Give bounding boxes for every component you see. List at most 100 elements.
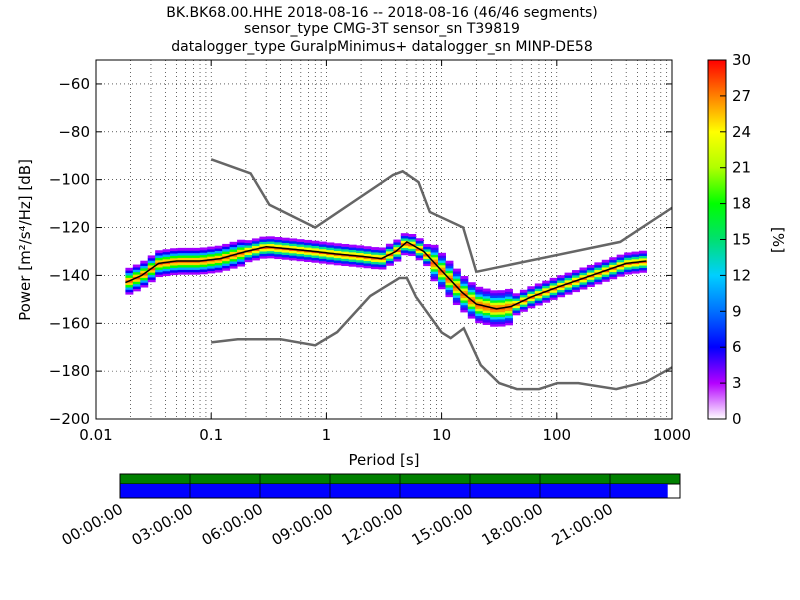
heatmap-cell [237, 263, 246, 267]
availability-bottom-bar [120, 484, 668, 498]
heatmap-cell [452, 278, 461, 282]
heatmap-cell [155, 274, 164, 278]
heatmap-cell [281, 242, 290, 246]
y-tick-label: −160 [49, 314, 90, 332]
heatmap-cell [393, 246, 402, 250]
heatmap-cell [192, 252, 201, 256]
heatmap-cell [519, 296, 528, 300]
heatmap-cell [445, 279, 454, 283]
heatmap-cell [586, 276, 595, 280]
heatmap-cell [452, 297, 461, 301]
heatmap-cell [467, 303, 476, 307]
heatmap-cell [460, 283, 469, 287]
heatmap-cell [363, 265, 372, 269]
heatmap-cell [371, 247, 379, 250]
heatmap-cell [505, 322, 513, 326]
heatmap-cell [147, 262, 156, 266]
heatmap-cell [482, 322, 491, 325]
heatmap-cell [237, 244, 246, 248]
heatmap-cell [631, 258, 640, 262]
heatmap-cell [229, 241, 238, 245]
heatmap-cell [155, 255, 164, 258]
heatmap-cell [460, 297, 469, 301]
x-axis-label: Period [s] [348, 451, 419, 469]
heatmap-cell [423, 258, 432, 262]
heatmap-cell [490, 304, 499, 308]
heatmap-cell [184, 271, 193, 275]
heatmap-cell [244, 240, 253, 244]
heatmap-cell [467, 313, 476, 317]
heatmap-cell [430, 278, 439, 282]
heatmap-cell [333, 260, 342, 263]
heatmap-cell [311, 255, 320, 258]
heatmap-cell [624, 269, 633, 273]
colorbar-tick-label: 12 [732, 266, 751, 284]
heatmap-cell [214, 269, 223, 273]
heatmap-cell [572, 272, 580, 276]
heatmap-cell [274, 251, 283, 255]
heatmap-cell [371, 254, 379, 258]
heatmap-cell [147, 279, 156, 283]
heatmap-cell [467, 294, 476, 298]
heatmap-cell [438, 252, 446, 256]
heatmap-cell [229, 251, 238, 255]
heatmap-cell [147, 276, 156, 280]
heatmap-cell [519, 294, 528, 298]
heatmap-cell [586, 281, 595, 285]
heatmap-cell [333, 255, 342, 259]
heatmap-cell [467, 284, 476, 288]
y-tick-label: −140 [49, 266, 90, 284]
heatmap-cell [363, 260, 372, 264]
heatmap-cell [638, 253, 647, 256]
heatmap-cell [177, 252, 186, 256]
heatmap-cell [222, 260, 231, 264]
heatmap-cell [445, 270, 454, 274]
heatmap-cell [490, 309, 499, 313]
heatmap-cell [274, 253, 283, 257]
heatmap-cell [549, 280, 558, 284]
heatmap-cell [318, 246, 327, 250]
heatmap-cell [482, 310, 491, 313]
heatmap-cell [385, 248, 394, 252]
plot-frame [95, 59, 673, 420]
heatmap-cell [296, 239, 305, 243]
heatmap-cell [132, 274, 141, 278]
heatmap-cell [572, 286, 580, 290]
heatmap-cell [408, 245, 417, 249]
heatmap-cell [512, 312, 521, 316]
heatmap-cell [289, 252, 298, 256]
heatmap-cell [452, 290, 461, 294]
heatmap-cell [497, 294, 506, 298]
heatmap-cell [445, 272, 454, 276]
heatmap-cell [609, 271, 618, 275]
heatmap-cell [259, 253, 268, 257]
colorbar-tick-label: 18 [732, 195, 751, 213]
heatmap-cell [616, 261, 625, 265]
heatmap-cell [356, 257, 365, 261]
heatmap-cell [408, 236, 417, 240]
heatmap-cell [311, 252, 320, 256]
heatmap-cell [519, 308, 528, 312]
heatmap-cell [482, 312, 491, 316]
heatmap-cell [438, 281, 446, 285]
heatmap-cell [222, 265, 231, 269]
heatmap-cell [363, 246, 372, 250]
heatmap-cell [490, 292, 499, 296]
heatmap-cell [289, 238, 298, 242]
heatmap-cell [170, 269, 179, 273]
heatmap-cell [490, 299, 499, 303]
heatmap-cell [594, 276, 603, 280]
heatmap-cell [616, 257, 625, 260]
colorbar-tick-label: 24 [732, 123, 751, 141]
availability-time-label: 03:00:00 [129, 500, 196, 549]
heatmap-cell [460, 304, 469, 308]
heatmap-cell [296, 246, 305, 250]
availability-time-label: 00:00:00 [59, 500, 126, 549]
heatmap-cell [542, 283, 551, 286]
heatmap-cell [192, 269, 201, 273]
heatmap-cell [199, 264, 208, 268]
heatmap-cell [170, 272, 179, 276]
heatmap-cell [266, 250, 275, 254]
heatmap-cell [326, 256, 335, 260]
heatmap-cell [624, 264, 633, 268]
